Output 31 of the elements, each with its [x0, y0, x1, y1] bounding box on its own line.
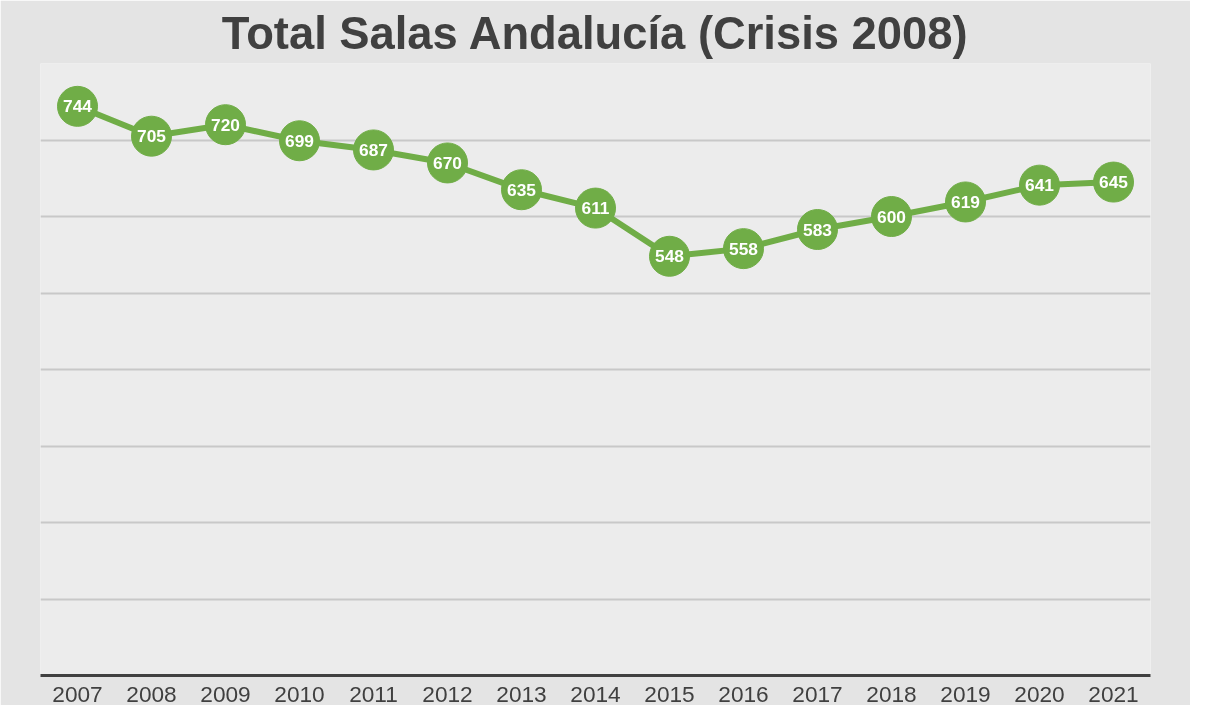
x-tick-label: 2012	[422, 680, 473, 707]
x-tick-label: 2010	[274, 680, 325, 707]
x-tick-label: 2021	[1088, 680, 1139, 707]
data-label: 641	[1025, 175, 1055, 196]
x-tick-label: 2008	[126, 680, 177, 707]
data-label: 687	[359, 139, 388, 160]
data-label: 548	[655, 246, 685, 267]
data-label: 558	[729, 238, 759, 259]
data-label: 720	[211, 114, 240, 135]
x-tick-label: 2014	[570, 680, 621, 707]
x-tick-label: 2011	[349, 680, 398, 707]
x-tick-label: 2018	[866, 680, 917, 707]
x-tick-label: 2009	[200, 680, 251, 707]
chart-title: Total Salas Andalucía (Crisis 2008)	[221, 7, 968, 59]
data-label: 645	[1099, 172, 1129, 193]
data-label: 705	[137, 126, 167, 147]
x-tick-label: 2017	[792, 680, 843, 707]
data-label: 583	[803, 219, 833, 240]
x-tick-label: 2013	[496, 680, 547, 707]
data-label: 699	[285, 130, 314, 151]
data-label: 600	[877, 206, 906, 227]
data-label: 635	[507, 179, 537, 200]
data-label: 619	[951, 191, 980, 212]
data-label: 611	[581, 198, 610, 219]
x-tick-label: 2015	[644, 680, 695, 707]
x-tick-label: 2019	[940, 680, 991, 707]
x-tick-label: 2016	[718, 680, 769, 707]
x-tick-label: 2020	[1014, 680, 1065, 707]
data-label: 670	[433, 152, 462, 173]
x-tick-label: 2007	[52, 680, 103, 707]
data-label: 744	[63, 96, 93, 117]
